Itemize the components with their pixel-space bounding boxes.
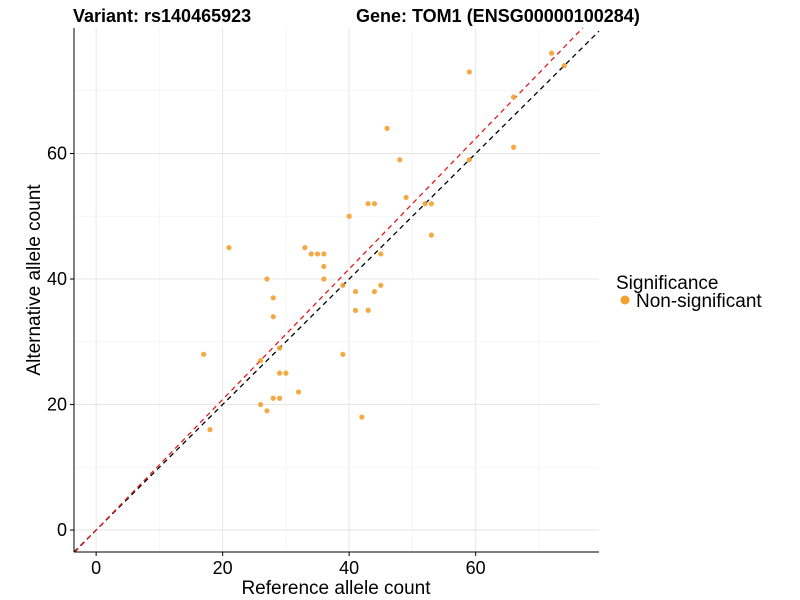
axes: 0 20 40 60 0 20 40 60 [47,28,599,578]
data-point [321,251,327,257]
legend-label-non-significant: Non-significant [636,291,762,312]
data-point [548,50,555,56]
x-tick-label: 0 [91,558,101,578]
data-point [270,395,276,401]
data-point [264,408,270,414]
x-tick-label: 20 [213,558,233,578]
legend-key-non-significant [620,295,630,305]
data-point [561,63,567,69]
data-point [511,94,517,100]
data-point [340,351,346,357]
data-point [264,276,270,282]
data-point [314,251,321,257]
data-point [346,213,352,219]
data-point [270,295,276,301]
data-point [365,307,371,313]
data-point [257,357,264,364]
y-tick-label: 60 [47,144,67,164]
legend: Significance Non-significant [616,273,762,312]
data-points [201,50,567,433]
reference-line-fit [74,27,584,553]
data-point [352,307,359,313]
y-tick-label: 20 [47,395,67,415]
data-point [378,251,384,257]
data-point [257,401,264,408]
data-point [384,125,390,132]
legend-title: Significance [616,273,718,294]
data-point [276,370,283,376]
data-point [321,276,327,282]
chart-title-gene: Gene: TOM1 (ENSG00000100284) [356,6,640,26]
data-point [201,351,207,357]
data-point [403,194,409,201]
data-point [270,314,276,320]
data-point [276,345,283,351]
y-tick-label: 40 [47,269,67,289]
grid [74,28,599,552]
reference-line-identity [73,30,600,553]
data-point [352,288,359,295]
data-point [397,157,403,163]
x-tick-label: 60 [466,558,486,578]
data-point [295,389,302,395]
x-tick-label: 40 [339,558,359,578]
data-point [365,201,371,207]
data-point [466,69,472,75]
data-point [378,282,384,288]
data-point [340,282,346,288]
data-point [466,157,472,163]
chart-title-variant: Variant: rs140465923 [73,6,251,26]
x-axis-title: Reference allele count [241,578,431,599]
data-point [371,201,378,207]
y-axis-title: Alternative allele count [24,184,45,376]
data-point [302,245,308,251]
y-tick-label: 0 [57,520,67,540]
data-point [308,251,314,257]
data-point [207,427,213,433]
data-point [511,144,517,150]
data-point [359,414,365,420]
data-point [276,395,283,401]
data-point [283,370,289,376]
data-point [321,263,327,270]
data-point [428,232,434,238]
data-point [226,245,232,251]
data-point [428,201,434,207]
reference-lines [73,27,600,553]
data-point [422,201,428,207]
data-point [371,288,378,295]
